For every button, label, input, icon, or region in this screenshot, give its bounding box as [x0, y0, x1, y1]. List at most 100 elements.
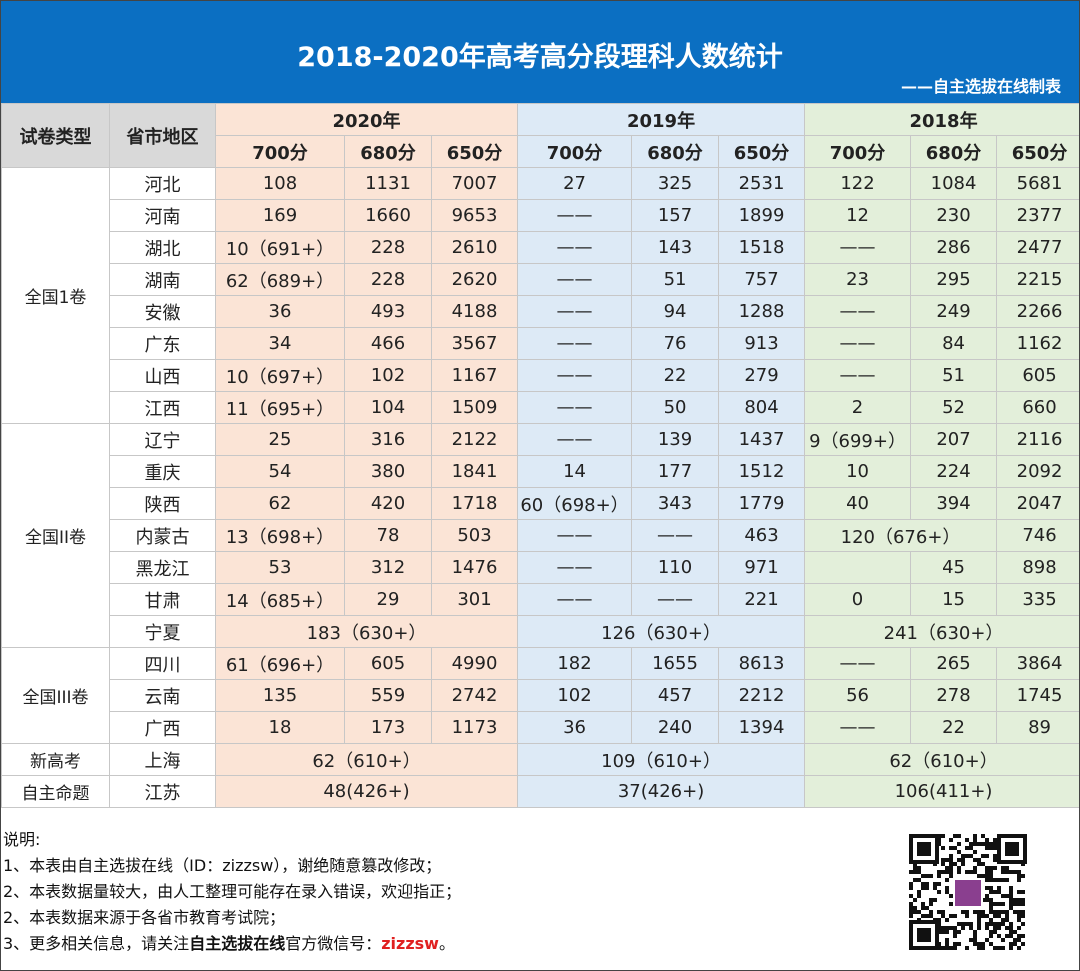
header-row-years: 试卷类型 省市地区 2020年 2019年 2018年	[1, 103, 1079, 168]
merged-value-cell: 241（630+）	[804, 615, 1079, 648]
value-cell: 1718	[430, 487, 519, 520]
table-row: 山西 10（697+） 102 1167 —— 22 279 —— 51 605	[2, 359, 1079, 392]
table-row: 安徽 36 493 4188 —— 94 1288 —— 249 2266	[2, 295, 1079, 328]
value-cell: ——	[804, 647, 912, 680]
value-cell: 2092	[996, 455, 1079, 488]
table-row: 江西 11（695+） 104 1509 —— 50 804 2 52 660	[2, 391, 1079, 424]
table-row: 云南 135 559 2742 102 457 2212 56 278 1745	[2, 679, 1079, 712]
note-line: 3、更多相关信息，请关注自主选拔在线官方微信号：zizzsw。	[3, 931, 461, 957]
value-cell: 265	[910, 647, 998, 680]
value-cell: 2266	[996, 295, 1079, 328]
value-cell: 60（698+）	[517, 487, 633, 520]
table-row: 甘肃 14（685+） 29 301 —— —— 221 0 15 335	[2, 583, 1079, 616]
value-cell: 913	[718, 327, 806, 360]
value-cell: ——	[517, 391, 633, 424]
value-cell: 5681	[996, 167, 1079, 200]
paper-type-cell: 全国III卷	[1, 647, 110, 744]
value-cell: ——	[517, 231, 633, 264]
value-cell: 14	[517, 455, 633, 488]
qr-code-icon	[909, 834, 1027, 950]
table-row: 自主命题 江苏 48(426+) 37(426+) 106(411+)	[1, 775, 1079, 808]
value-cell: 279	[718, 359, 806, 392]
value-cell: 120（676+）	[804, 519, 998, 552]
value-cell: 394	[910, 487, 998, 520]
value-cell: 493	[344, 295, 432, 328]
value-cell: 559	[344, 679, 432, 712]
score-header: 700分	[804, 135, 912, 168]
col-header-type: 试卷类型	[1, 103, 110, 168]
region-cell: 云南	[109, 679, 216, 712]
merged-value-cell: 106(411+)	[804, 775, 1079, 808]
value-cell: 11（695+）	[215, 391, 345, 424]
col-header-region: 省市地区	[109, 103, 216, 168]
value-cell: 62（689+）	[215, 263, 345, 296]
value-cell: 12	[804, 199, 912, 232]
year-header-2020: 2020年	[214, 103, 519, 136]
value-cell: 3567	[430, 327, 519, 360]
value-cell: 2742	[430, 679, 519, 712]
note-text: 官方微信号：	[285, 934, 382, 953]
table-row: 内蒙古 13（698+） 78 503 —— —— 463 120（676+） 746	[2, 519, 1079, 552]
value-cell: 757	[718, 263, 806, 296]
value-cell: 135	[215, 679, 345, 712]
value-cell: 10（691+）	[215, 231, 345, 264]
score-header: 650分	[718, 135, 806, 168]
value-cell: 78	[344, 519, 432, 552]
value-cell: 660	[996, 391, 1079, 424]
paper-type-cell: 新高考	[1, 743, 110, 776]
value-cell: 1655	[631, 647, 720, 680]
table-row: 河南 169 1660 9653 —— 157 1899 12 230 2377	[2, 199, 1079, 232]
value-cell: 169	[215, 199, 345, 232]
value-cell: 2377	[996, 199, 1079, 232]
value-cell: 1084	[910, 167, 998, 200]
paper-type-cell: 全国II卷	[1, 423, 110, 648]
value-cell: 157	[631, 199, 720, 232]
region-cell: 重庆	[109, 455, 216, 488]
value-cell: 104	[344, 391, 432, 424]
region-cell: 陕西	[109, 487, 216, 520]
value-cell: 2122	[430, 423, 519, 456]
value-cell: 1167	[430, 359, 519, 392]
merged-value-cell: 62（610+）	[804, 743, 1079, 776]
region-cell: 黑龙江	[109, 551, 216, 584]
header-row-scores: 700分 680分 650分 700分 680分 650分 700分 680分 …	[2, 135, 1079, 168]
value-cell: 51	[631, 263, 720, 296]
value-cell: 177	[631, 455, 720, 488]
region-cell: 河南	[109, 199, 216, 232]
score-header: 680分	[344, 135, 432, 168]
value-cell: ——	[517, 583, 633, 616]
value-cell: 804	[718, 391, 806, 424]
score-header: 650分	[430, 135, 519, 168]
value-cell: 301	[430, 583, 519, 616]
value-cell: ——	[804, 231, 912, 264]
value-cell: 1745	[996, 679, 1079, 712]
value-cell: 335	[996, 583, 1079, 616]
value-cell: 122	[804, 167, 912, 200]
value-cell: 228	[344, 263, 432, 296]
region-cell: 河北	[109, 167, 216, 200]
year-header-2019: 2019年	[517, 103, 806, 136]
notes-heading: 说明:	[3, 830, 41, 849]
region-cell: 内蒙古	[109, 519, 216, 552]
table-row: 重庆 54 380 1841 14 177 1512 10 224 2092	[2, 455, 1079, 488]
value-cell: 1779	[718, 487, 806, 520]
value-cell: 45	[910, 551, 998, 584]
region-cell: 安徽	[109, 295, 216, 328]
paper-type-cell: 全国1卷	[1, 167, 110, 424]
merged-value-cell: 183（630+）	[214, 615, 519, 648]
value-cell: 2	[804, 391, 912, 424]
value-cell: 56	[804, 679, 912, 712]
value-cell: 173	[344, 711, 432, 744]
merged-value-cell: 48(426+)	[214, 775, 519, 808]
value-cell: 94	[631, 295, 720, 328]
value-cell: ——	[631, 519, 720, 552]
value-cell: 1509	[430, 391, 519, 424]
value-cell: ——	[631, 583, 720, 616]
value-cell	[804, 551, 912, 584]
score-header: 700分	[215, 135, 345, 168]
value-cell: ——	[517, 327, 633, 360]
value-cell: 605	[344, 647, 432, 680]
merged-value-cell: 109（610+）	[517, 743, 806, 776]
value-cell: 230	[910, 199, 998, 232]
